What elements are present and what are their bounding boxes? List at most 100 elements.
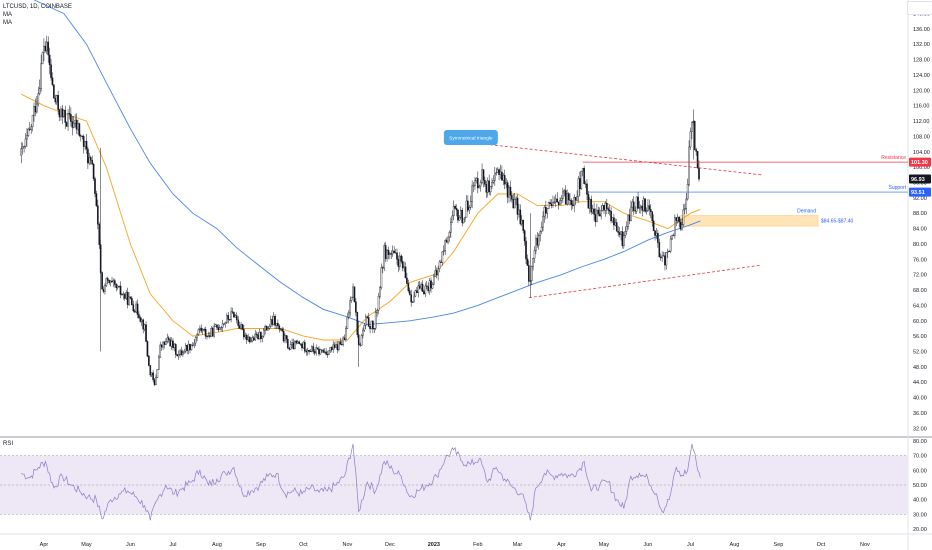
demand-zone-box[interactable] — [680, 215, 819, 227]
candle — [468, 205, 471, 215]
candle — [108, 279, 110, 285]
candle — [33, 102, 35, 122]
triangle-lower-line[interactable] — [528, 264, 762, 299]
price-tick-label: 80.00 — [913, 242, 927, 248]
chart-settings-button[interactable] — [907, 1, 932, 15]
candle — [70, 107, 72, 127]
candle-body — [621, 231, 624, 246]
candle — [669, 235, 672, 254]
candle — [26, 128, 28, 148]
candle — [380, 263, 383, 290]
candle — [295, 339, 298, 345]
candle — [533, 246, 536, 264]
ma-legend-1[interactable]: MA — [3, 12, 12, 18]
candle — [407, 279, 410, 293]
candle-body — [537, 235, 540, 246]
candle-body — [160, 344, 163, 348]
candle — [129, 296, 132, 300]
chart-legend[interactable]: LTCUSD, 1D, COINBASE MA MA — [3, 3, 72, 27]
candle-body — [228, 319, 231, 321]
candle-body — [243, 329, 245, 338]
candle — [182, 349, 184, 357]
candle — [235, 312, 238, 324]
candle — [92, 162, 95, 181]
candle — [508, 185, 510, 203]
candle — [339, 337, 342, 345]
price-tick-label: 56.00 — [913, 334, 927, 340]
candle-body — [169, 339, 171, 347]
candle — [374, 307, 377, 331]
candle-body — [668, 250, 671, 252]
candle-body — [55, 95, 58, 103]
candle-body — [163, 341, 166, 345]
candle-body — [581, 167, 584, 172]
annotation-labels[interactable]: Demand $84.65-$87.40 Resistance Support Symm… — [443, 130, 931, 225]
candle-body — [209, 335, 211, 337]
candle — [318, 346, 320, 357]
demand-zone[interactable] — [680, 215, 819, 227]
candle — [227, 311, 230, 324]
candle-body — [200, 327, 203, 332]
candle — [150, 372, 153, 378]
candle — [210, 326, 213, 337]
candle-body — [108, 280, 110, 284]
candle-body — [625, 226, 628, 232]
candle-body — [455, 208, 458, 211]
candle-body — [204, 329, 207, 337]
symbol-title[interactable]: LTCUSD, 1D, COINBASE — [3, 4, 72, 10]
candle-body — [431, 284, 434, 289]
candle — [635, 196, 638, 214]
triangle-upper-line[interactable] — [484, 143, 762, 176]
candle — [335, 341, 337, 348]
candle — [159, 341, 162, 358]
candle — [291, 338, 293, 349]
candle — [594, 208, 597, 227]
candle-body — [635, 196, 638, 212]
candle-body — [620, 231, 622, 235]
triangle-callout[interactable] — [443, 130, 498, 145]
candle — [502, 173, 505, 186]
candle-body — [135, 303, 137, 313]
candle-body — [607, 208, 610, 211]
rsi-pane-label[interactable]: RSI — [3, 441, 14, 447]
candle-body — [61, 108, 64, 117]
drawing-lines[interactable] — [484, 143, 908, 299]
candle — [501, 165, 503, 181]
candle-body — [172, 340, 174, 348]
candle — [417, 281, 420, 298]
candle — [298, 340, 300, 345]
candle — [294, 340, 296, 350]
candle — [270, 315, 272, 328]
date-tick-label: Jun — [126, 542, 135, 548]
candle — [433, 273, 435, 286]
candle — [271, 315, 274, 327]
candle-body — [397, 259, 400, 267]
candle — [401, 256, 404, 272]
candle-body — [63, 109, 65, 117]
candle-body — [311, 346, 313, 352]
candle — [424, 282, 427, 298]
candle-body — [465, 200, 468, 218]
candle-body — [535, 237, 537, 251]
candle — [177, 350, 180, 360]
candle-body — [224, 322, 227, 324]
candle — [220, 326, 222, 332]
candle — [20, 142, 23, 164]
candle — [682, 204, 685, 227]
candle — [285, 335, 288, 344]
candle-body — [112, 280, 115, 283]
candle — [193, 339, 196, 349]
candle-body — [226, 315, 228, 323]
candle — [384, 241, 387, 262]
candle — [584, 180, 587, 189]
candle — [82, 134, 85, 154]
candle — [459, 206, 462, 220]
candle-body — [686, 184, 689, 200]
candle-body — [133, 310, 136, 313]
candle-body — [394, 252, 397, 254]
price-tick-label: 32.00 — [913, 426, 927, 432]
candle — [434, 265, 437, 277]
ma-legend-2[interactable]: MA — [3, 20, 12, 26]
candle — [132, 300, 135, 313]
